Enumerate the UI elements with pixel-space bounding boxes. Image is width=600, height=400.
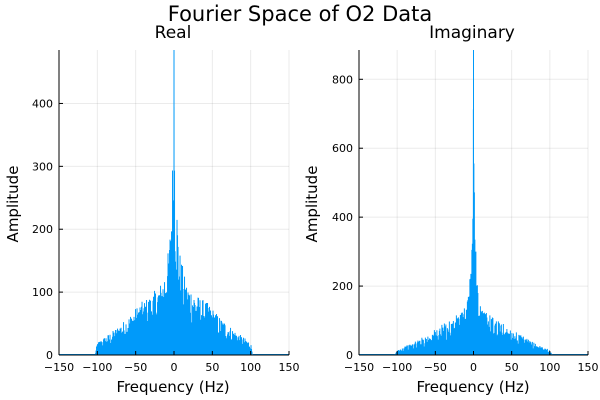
- imaginary-axes: [358, 50, 589, 356]
- imaginary-spectrum-line: [394, 50, 553, 355]
- imaginary-x-tick-label: −100: [382, 361, 412, 374]
- real-tick-labels: −150 −100 −50 0 50 100 150 0 100 200 300 400: [32, 97, 300, 374]
- real-x-tick-label: 150: [279, 361, 300, 374]
- real-x-tick-label: 0: [171, 361, 178, 374]
- imaginary-y-tick-label: 800: [332, 73, 353, 86]
- real-x-tick-label: −150: [44, 361, 74, 374]
- real-x-tick-label: −50: [124, 361, 147, 374]
- imaginary-y-axis-label: Amplitude: [303, 166, 321, 243]
- imaginary-x-tick-label: −50: [424, 361, 447, 374]
- real-spectrum-series: [59, 50, 289, 355]
- imaginary-panel: Imaginary −150 −100 −50 0 50 100 150 0 200 400 600…: [303, 23, 599, 396]
- real-y-tick-label: 300: [32, 160, 53, 173]
- real-x-tick-label: 100: [240, 361, 261, 374]
- real-x-axis-label: Frequency (Hz): [116, 378, 229, 396]
- real-axes: [58, 50, 290, 356]
- imaginary-x-tick-label: 50: [505, 361, 519, 374]
- imaginary-y-tick-label: 0: [346, 349, 353, 362]
- imaginary-spectrum-series: [359, 50, 588, 355]
- real-panel: Real −150 −100 −50 0 50 100 150 0 100 200 300 400 F…: [4, 23, 300, 396]
- real-grid: [58, 50, 290, 356]
- imaginary-panel-title: Imaginary: [429, 23, 515, 43]
- figure-title: Fourier Space of O2 Data: [168, 2, 432, 26]
- imaginary-y-tick-label: 600: [332, 142, 353, 155]
- real-spectrum-line: [95, 50, 254, 355]
- imaginary-x-tick-label: 100: [539, 361, 560, 374]
- imaginary-x-tick-label: −150: [344, 361, 374, 374]
- real-x-tick-label: 50: [205, 361, 219, 374]
- imaginary-x-tick-label: 150: [578, 361, 599, 374]
- real-y-tick-label: 0: [46, 349, 53, 362]
- imaginary-tick-labels: −150 −100 −50 0 50 100 150 0 200 400 600 800: [332, 73, 599, 374]
- real-y-tick-label: 400: [32, 97, 53, 110]
- imaginary-x-tick-label: 0: [470, 361, 477, 374]
- real-y-axis-label: Amplitude: [4, 166, 22, 243]
- imaginary-y-tick-label: 400: [332, 211, 353, 224]
- real-x-tick-label: −100: [82, 361, 112, 374]
- imaginary-y-tick-label: 200: [332, 280, 353, 293]
- real-y-tick-label: 100: [32, 286, 53, 299]
- real-panel-title: Real: [155, 23, 192, 43]
- imaginary-x-axis-label: Frequency (Hz): [416, 378, 529, 396]
- real-y-tick-label: 200: [32, 223, 53, 236]
